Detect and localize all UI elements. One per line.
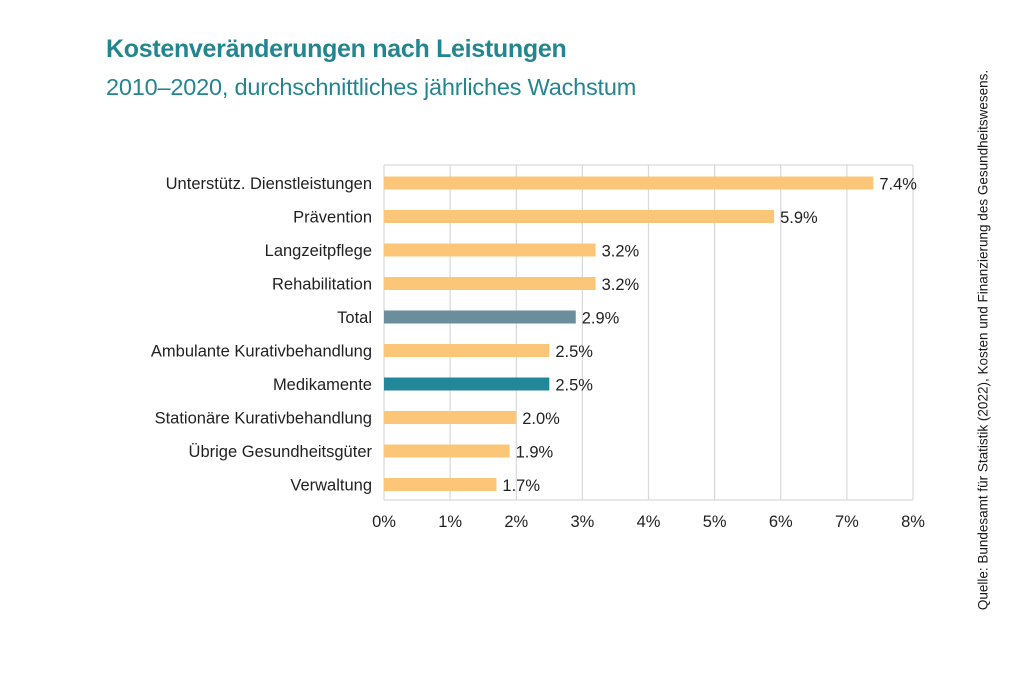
category-label: Übrige Gesundheitsgüter [189,443,373,461]
category-label: Langzeitpflege [265,242,372,260]
data-label: 2.9% [582,310,620,328]
bars [384,176,874,491]
category-label: Verwaltung [290,477,372,495]
bar [384,210,775,223]
data-label: 3.2% [602,243,640,261]
data-label: 2.0% [522,410,560,428]
chart-subtitle: 2010–2020, durchschnittliches jährliches… [106,74,637,100]
x-tick-label: 7% [835,513,859,531]
data-label: 5.9% [780,209,818,227]
data-label: 3.2% [602,276,640,294]
x-tick-label: 2% [504,513,528,531]
x-tick-label: 4% [637,513,661,531]
category-label: Total [337,309,372,327]
x-tick-label: 8% [901,513,925,531]
data-label: 1.9% [516,444,554,462]
category-label: Ambulante Kurativbehandlung [151,343,372,361]
chart-title: Kostenveränderungen nach Leistungen [106,35,567,63]
category-labels: Unterstütz. Dienstleistungen Prävention La… [151,175,373,495]
bar [384,310,576,324]
bar [384,243,596,257]
bar [384,377,550,391]
x-axis-tick-labels: 0% 1% 2% 3% 4% 5% 6% 7% 8% [372,513,925,531]
category-label: Stationäre Kurativbehandlung [155,410,372,428]
bar [384,277,596,290]
bar [384,344,550,357]
category-label: Medikamente [273,376,372,394]
data-label: 2.5% [555,377,593,395]
data-label: 7.4% [879,176,917,194]
bar [384,444,510,458]
bar [384,411,517,424]
x-tick-label: 6% [769,513,793,531]
x-tick-label: 1% [438,513,462,531]
x-tick-label: 0% [372,513,396,531]
x-tick-label: 3% [570,513,594,531]
data-labels: 7.4% 5.9% 3.2% 3.2% 2.9% 2.5% 2.5% 2.0% 1.9% 1.7% [502,176,917,496]
data-label: 1.7% [502,477,540,495]
category-label: Unterstütz. Dienstleistungen [166,175,372,193]
bar [384,478,497,491]
category-label: Rehabilitation [272,276,372,294]
x-tick-label: 5% [703,513,727,531]
category-label: Prävention [293,209,372,227]
data-label: 2.5% [555,343,593,361]
source-note: Quelle: Bundesamt für Statistik (2022), … [975,69,991,611]
bar [384,176,874,190]
